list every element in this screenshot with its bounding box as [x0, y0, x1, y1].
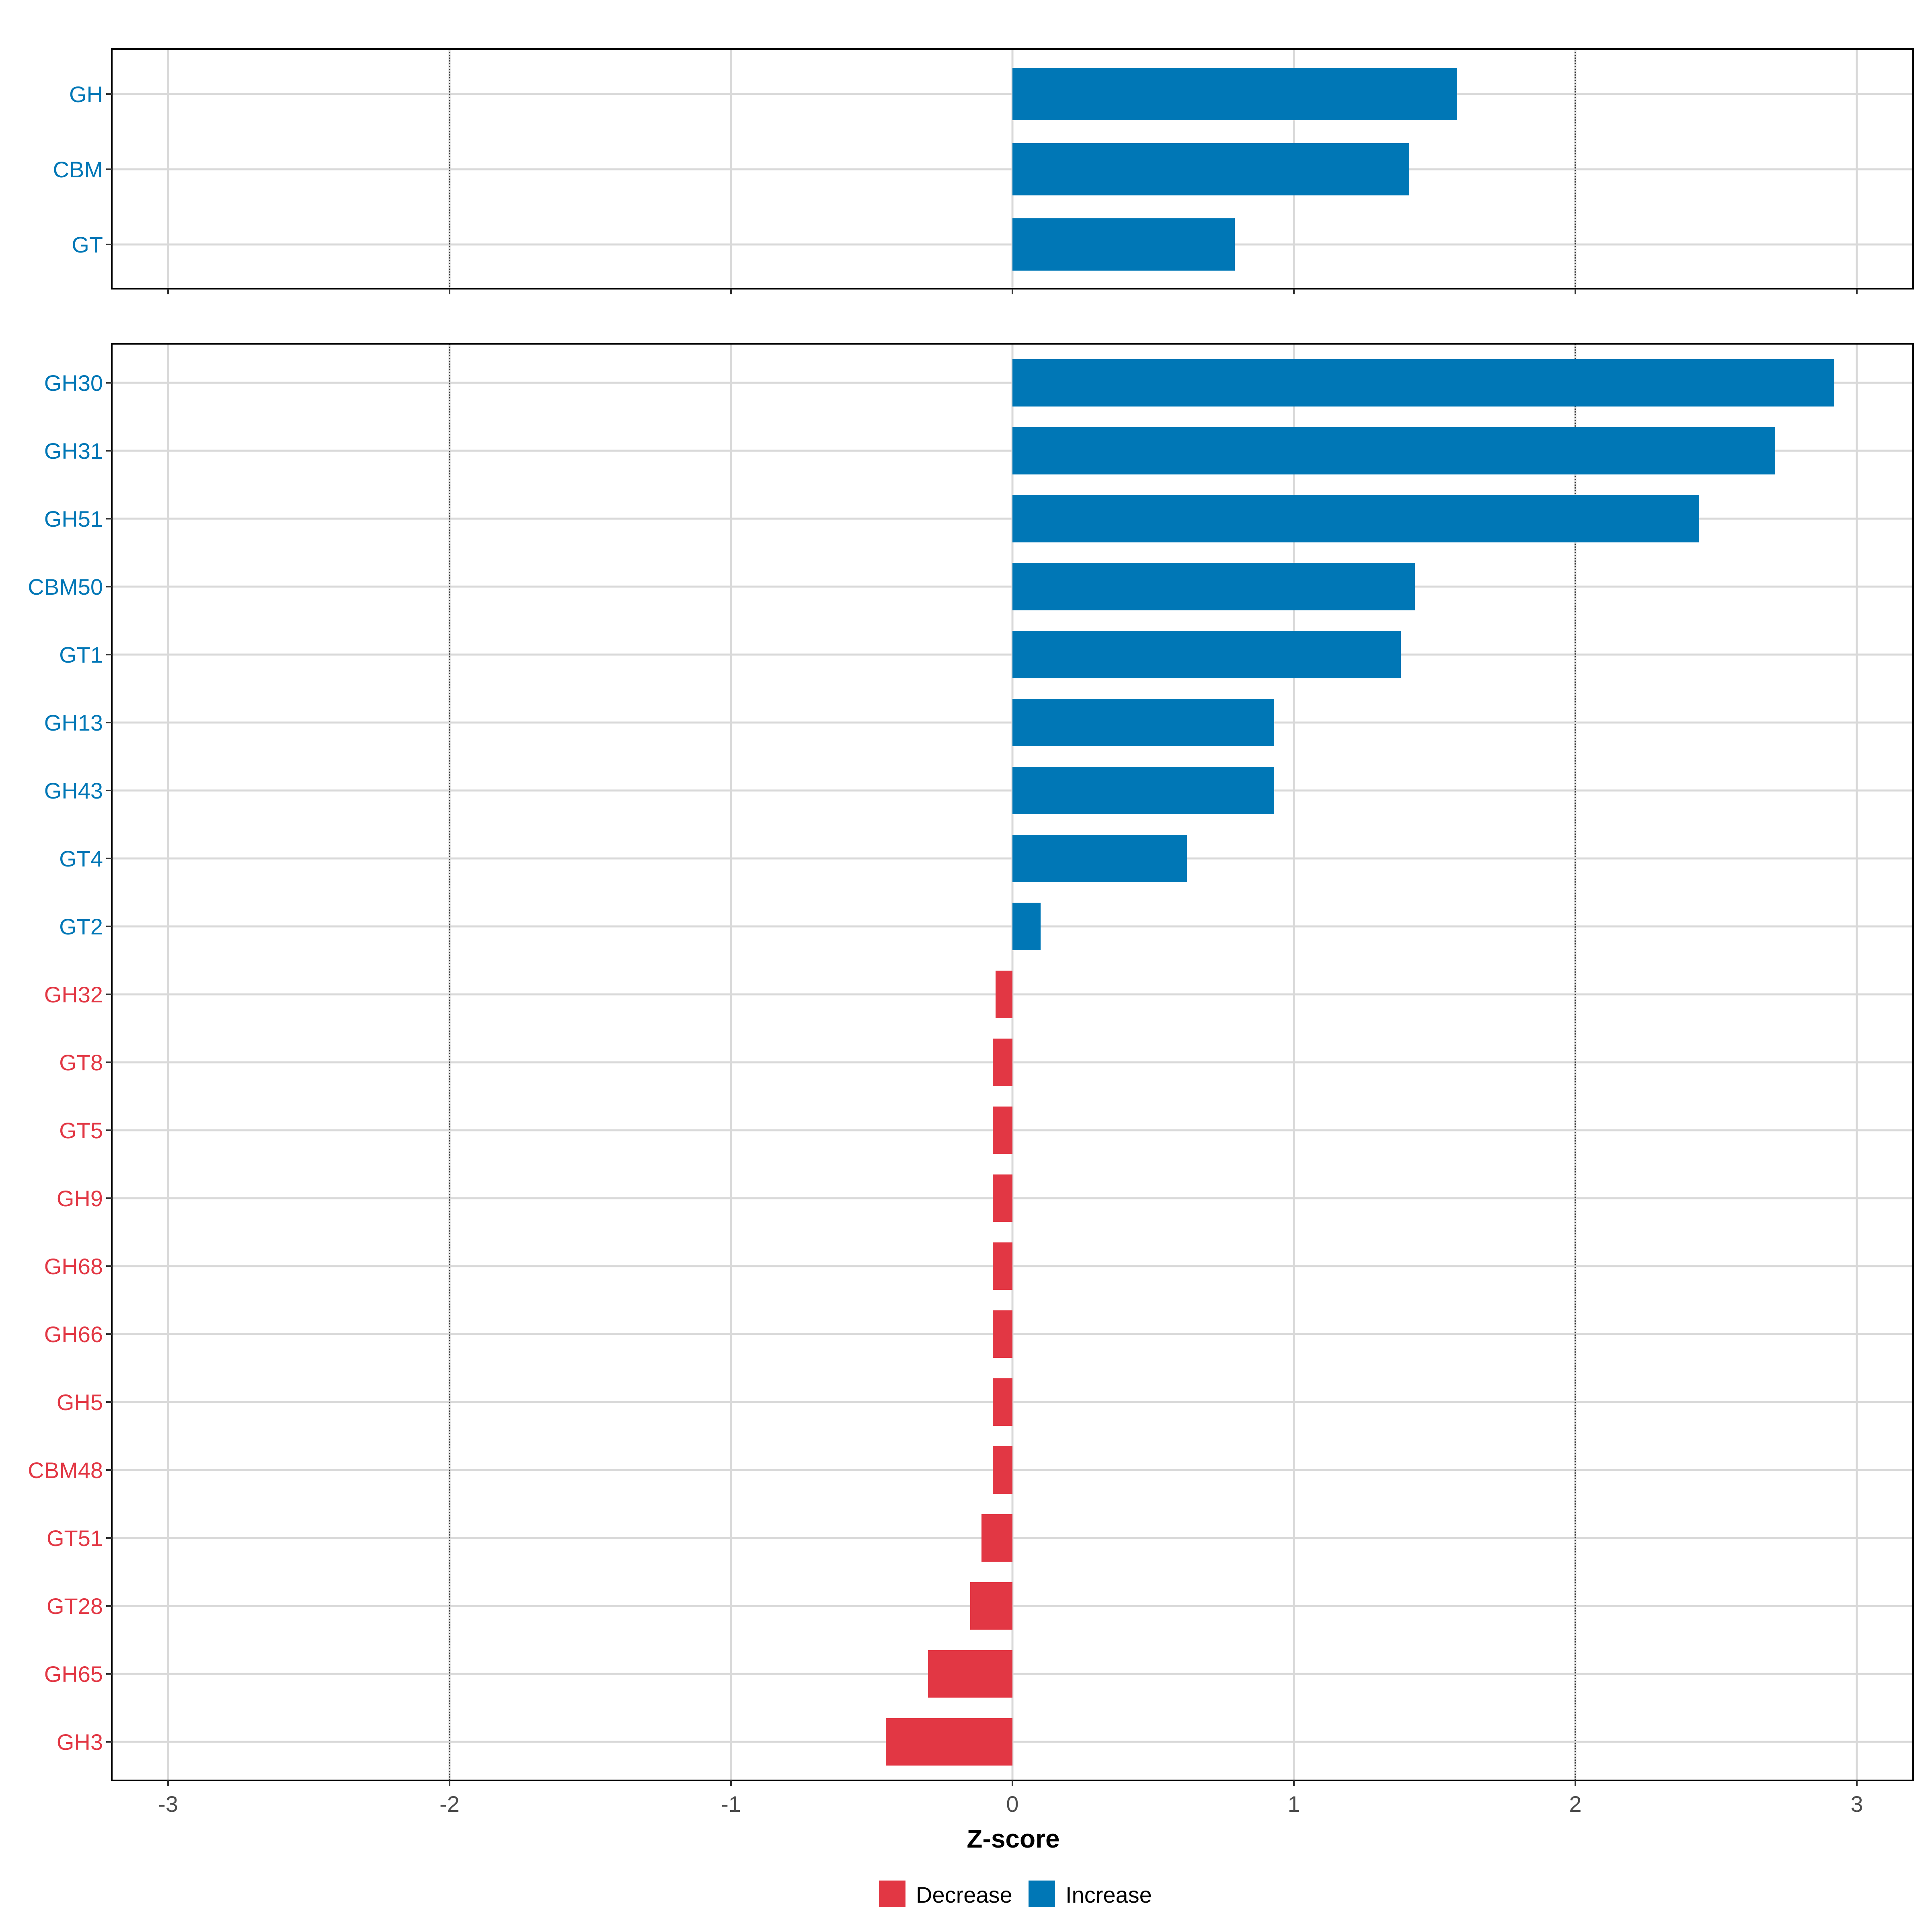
- panel-2: GH30GH31GH51CBM50GT1GH13GH43GT4GT2GH32GT…: [28, 343, 1914, 1817]
- y-tick-label: GH32: [44, 982, 103, 1007]
- bar-cbm48: [993, 1446, 1012, 1494]
- y-tick-label: GH13: [44, 710, 103, 735]
- legend-label-decrease: Decrease: [916, 1882, 1012, 1907]
- y-tick-label: GH9: [57, 1186, 103, 1211]
- bar-gt5: [993, 1107, 1012, 1154]
- x-tick-label: 3: [1850, 1791, 1863, 1817]
- bar-gh3: [886, 1718, 1012, 1766]
- y-tick-label: GH43: [44, 778, 103, 803]
- x-tick-label: 0: [1006, 1791, 1018, 1817]
- legend-swatch-increase: [1029, 1881, 1055, 1907]
- bar-gh32: [996, 971, 1012, 1018]
- x-tick-label: -1: [721, 1791, 741, 1817]
- y-tick-label: CBM48: [28, 1458, 103, 1483]
- bar-gh66: [993, 1310, 1012, 1358]
- bar-cbm: [1012, 143, 1409, 195]
- y-tick-label: GH31: [44, 438, 103, 464]
- y-tick-label: GH51: [44, 506, 103, 532]
- bar-gh: [1012, 68, 1457, 120]
- bar-gt: [1012, 218, 1235, 271]
- bar-cbm50: [1012, 563, 1415, 610]
- y-tick-label: GT5: [59, 1118, 103, 1143]
- bar-gt51: [981, 1514, 1012, 1562]
- bar-gh31: [1012, 427, 1775, 474]
- bar-gt28: [970, 1582, 1012, 1630]
- y-tick-label: GT1: [59, 642, 103, 667]
- legend: Decrease Increase: [879, 1881, 1152, 1907]
- bar-gt4: [1012, 835, 1187, 882]
- bar-gh5: [993, 1378, 1012, 1426]
- y-tick-label: GH5: [57, 1390, 103, 1415]
- y-tick-label: GH66: [44, 1322, 103, 1347]
- y-tick-label: GH65: [44, 1661, 103, 1687]
- y-tick-label: GT2: [59, 914, 103, 939]
- y-tick-label: GT4: [59, 846, 103, 871]
- bar-gh43: [1012, 767, 1274, 814]
- panels-layer: GHCBMGTGH30GH31GH51CBM50GT1GH13GH43GT4GT…: [28, 48, 1914, 1817]
- y-tick-label: GT: [72, 232, 103, 257]
- x-tick-label: -2: [439, 1791, 460, 1817]
- bar-gt2: [1012, 903, 1041, 950]
- y-tick-label: GH30: [44, 370, 103, 396]
- y-tick-label: CBM50: [28, 574, 103, 600]
- x-axis-title: Z-score: [967, 1824, 1059, 1853]
- y-tick-label: GH3: [57, 1729, 103, 1755]
- x-tick-label: 1: [1287, 1791, 1300, 1817]
- y-tick-label: GT28: [47, 1593, 103, 1619]
- bar-gh65: [928, 1650, 1012, 1698]
- bar-gh30: [1012, 359, 1834, 407]
- bar-gh51: [1012, 495, 1699, 542]
- x-tick-label: -3: [158, 1791, 178, 1817]
- legend-label-increase: Increase: [1066, 1882, 1152, 1907]
- y-tick-label: GH68: [44, 1254, 103, 1279]
- y-tick-label: GT51: [47, 1525, 103, 1551]
- bar-gh13: [1012, 699, 1274, 746]
- y-tick-label: CBM: [53, 157, 103, 182]
- bar-gh9: [993, 1174, 1012, 1222]
- x-tick-label: 2: [1569, 1791, 1581, 1817]
- y-tick-label: GH: [69, 82, 103, 107]
- bar-gh68: [993, 1242, 1012, 1290]
- panel-1: GH CBM GT: [53, 48, 1914, 294]
- bar-gt8: [993, 1039, 1012, 1086]
- legend-swatch-decrease: [879, 1881, 905, 1907]
- y-tick-label: GT8: [59, 1050, 103, 1075]
- bar-gt1: [1012, 631, 1401, 678]
